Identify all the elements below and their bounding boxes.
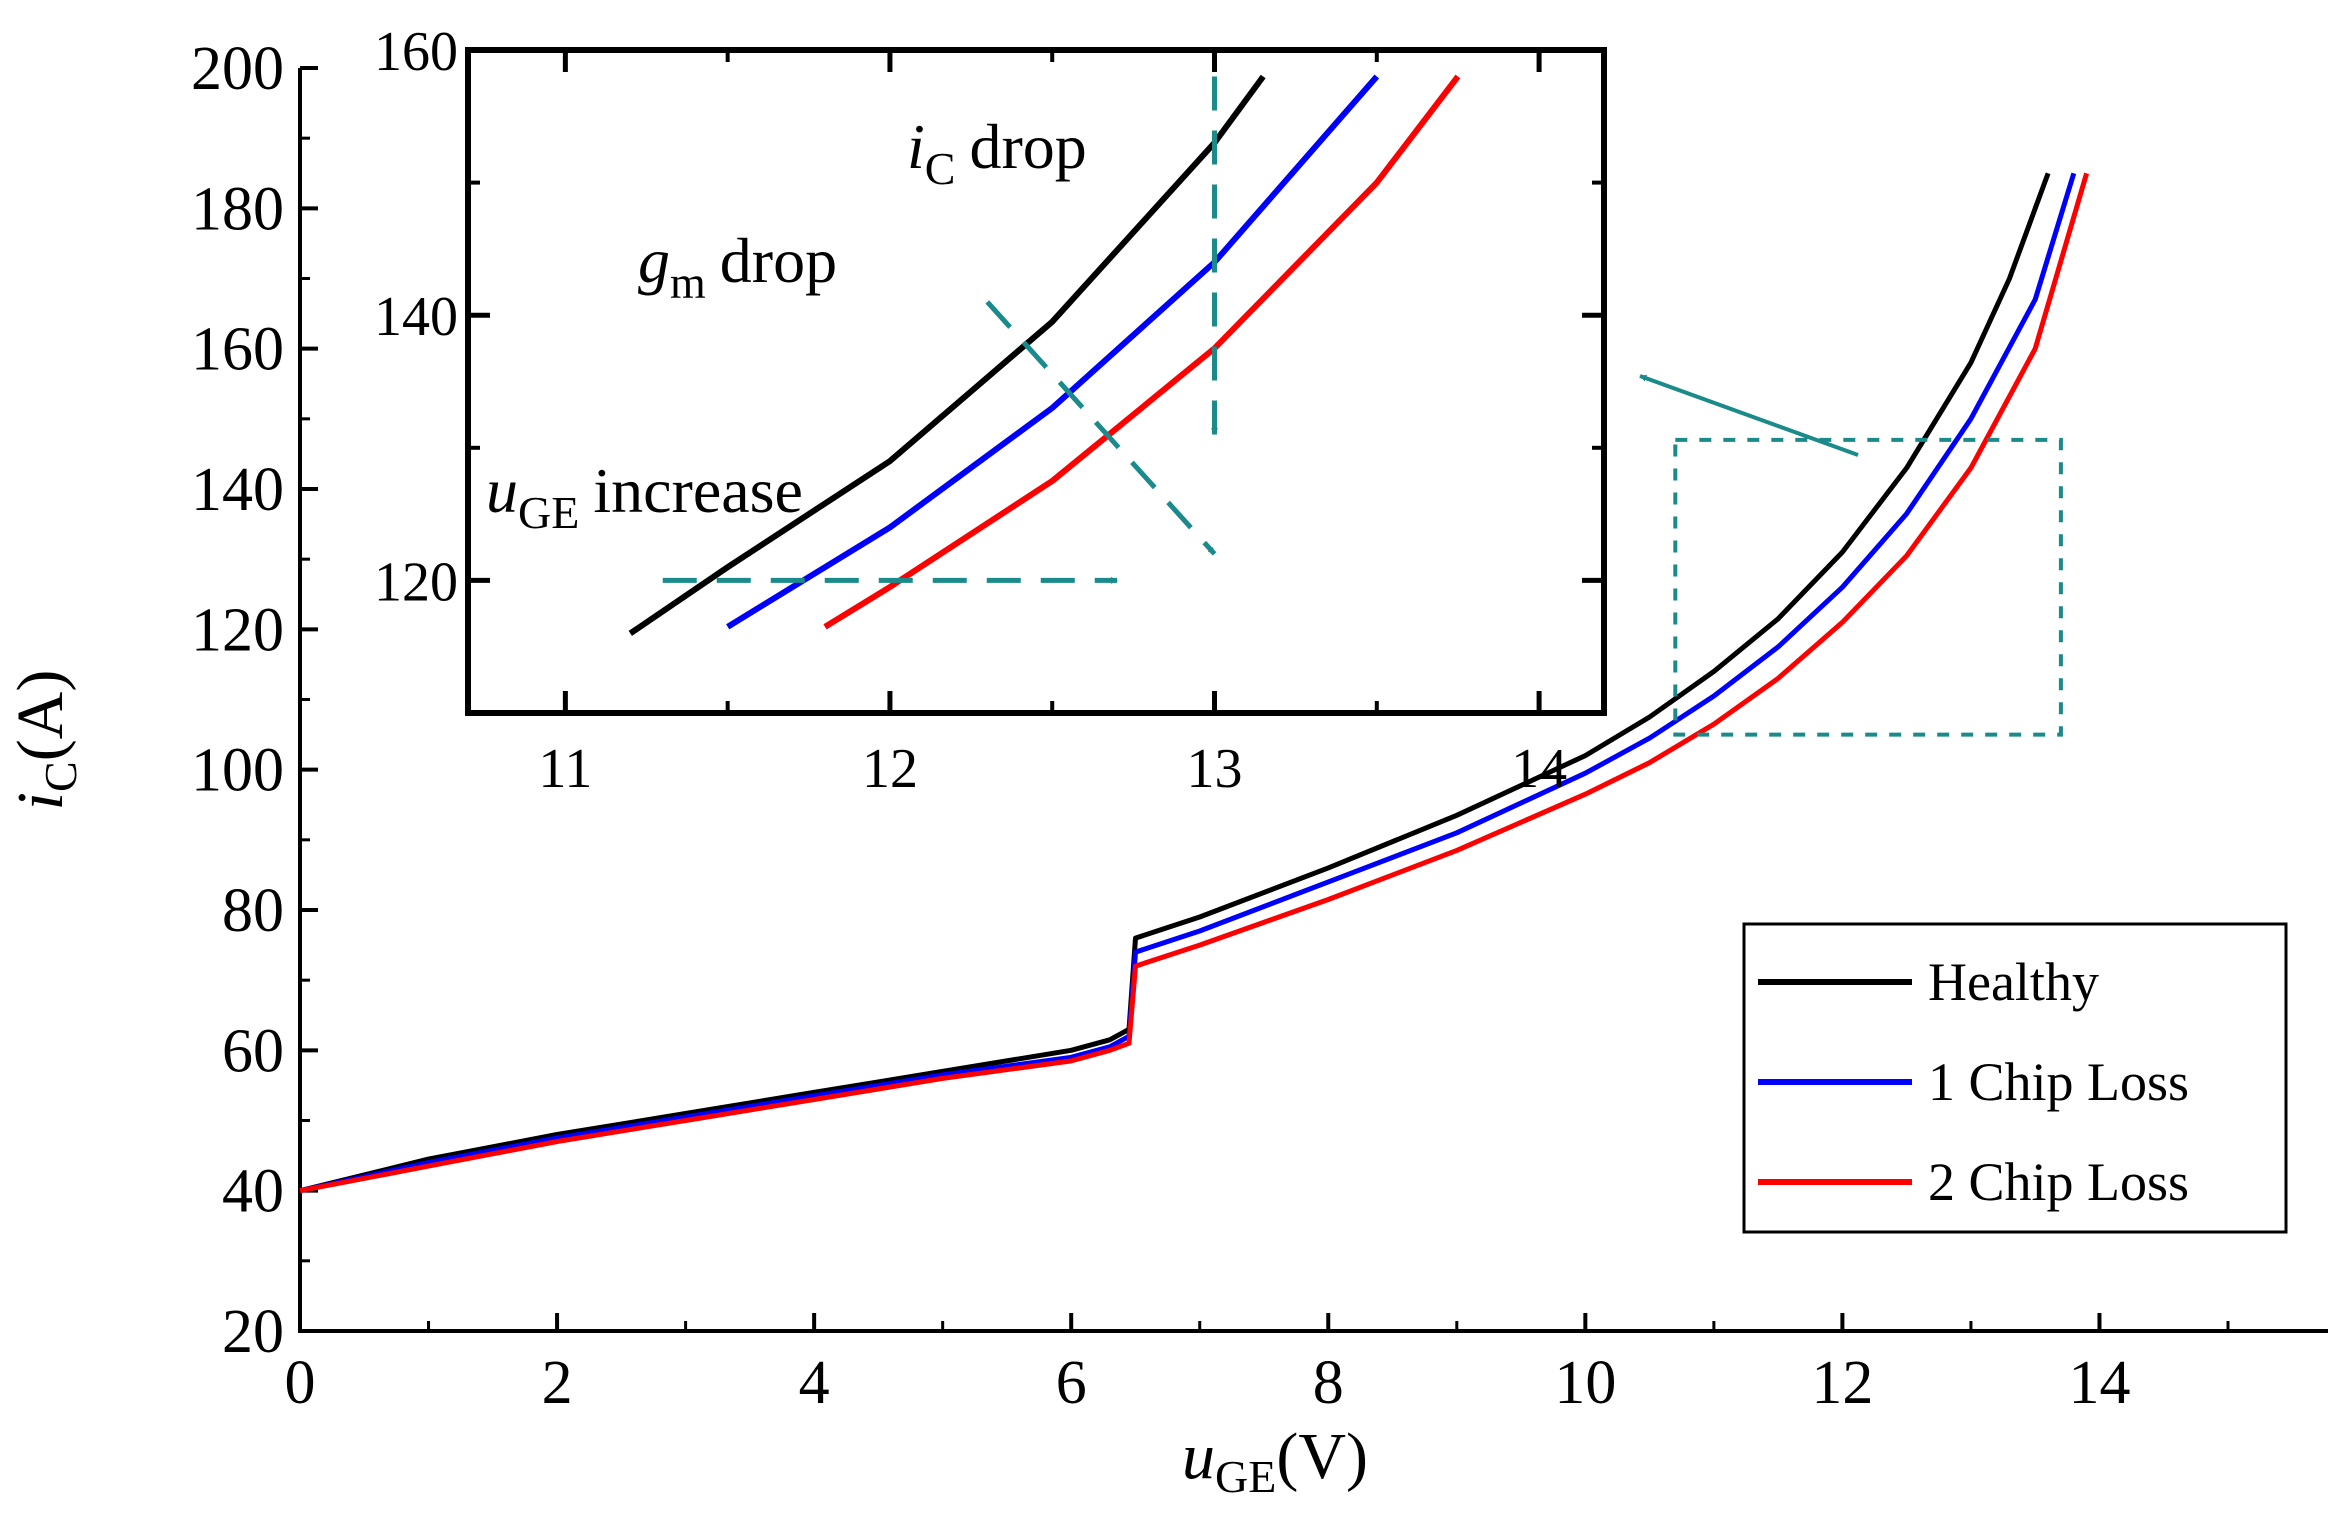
main-series-line-1-chip-loss	[299, 172, 2077, 1194]
main-y-tick-label-20: 20	[222, 1298, 284, 1366]
main-x-tick-label-6: 6	[1056, 1349, 1087, 1417]
main-x-tick-label-12: 12	[1811, 1349, 1873, 1417]
main-y-tick-label-120: 120	[191, 596, 284, 664]
inset-x-tick-label-12: 12	[862, 738, 918, 800]
main-x-tick-label-10: 10	[1554, 1349, 1616, 1417]
main-x-tick-label-2: 2	[542, 1349, 573, 1417]
main-y-ticks: 20 40 60 80 100 120 140 160 180 200	[191, 35, 318, 1366]
inset-arrows-group	[662, 76, 1219, 584]
inset-x-tick-label-13: 13	[1187, 738, 1243, 800]
inset-frame	[465, 47, 1607, 716]
inset-series-group	[628, 74, 1461, 636]
inset-y-ticks: 120 140 160	[374, 21, 1604, 613]
main-y-axis-title: iC(A)	[4, 670, 86, 811]
main-x-tick-label-4: 4	[799, 1349, 830, 1417]
main-x-axis-title: uGE(V)	[1182, 1420, 1368, 1502]
main-y-tick-label-200: 200	[191, 35, 284, 103]
inset-x-tick-label-11: 11	[538, 738, 592, 800]
inset-x-tick-label-14: 14	[1511, 738, 1567, 800]
main-x-ticks: 0 2 4 6 8 10 12 14	[285, 1313, 2230, 1417]
main-y-tick-label-100: 100	[191, 737, 284, 805]
inset-series-line-healthy	[628, 74, 1266, 636]
legend: Healthy 1 Chip Loss 2 Chip Loss	[1742, 922, 2288, 1234]
inset-series-line-1-chip-loss	[726, 74, 1380, 630]
annotation-gm-drop: gm drop	[638, 225, 837, 308]
zoom-pointer-arrow	[1639, 374, 1859, 457]
main-series-line-2-chip-loss	[299, 172, 2089, 1194]
annotation-uge-increase: uGE increase	[486, 455, 803, 538]
main-series-line-healthy	[299, 172, 2051, 1194]
main-x-tick-label-8: 8	[1313, 1349, 1344, 1417]
main-series-group	[299, 172, 2089, 1194]
inset-y-tick-label-160: 160	[374, 21, 458, 83]
inset-series-line-2-chip-loss	[823, 74, 1461, 630]
main-y-tick-label-40: 40	[222, 1158, 284, 1226]
inset-background	[468, 50, 1604, 713]
main-x-tick-label-14: 14	[2068, 1349, 2130, 1417]
main-y-tick-label-60: 60	[222, 1017, 284, 1085]
legend-label-2-chip-loss: 2 Chip Loss	[1928, 1152, 2189, 1212]
inset-y-tick-label-120: 120	[374, 551, 458, 613]
main-y-tick-label-80: 80	[222, 877, 284, 945]
inset-y-tick-label-140: 140	[374, 286, 458, 348]
main-x-tick-label-0: 0	[285, 1349, 316, 1417]
inset-x-ticks: 11 12 13 14	[538, 50, 1567, 800]
annotation-ic-drop: iC drop	[907, 111, 1087, 194]
legend-label-1-chip-loss: 1 Chip Loss	[1928, 1052, 2189, 1112]
arrow-gm-drop	[985, 300, 1217, 556]
zoom-region-box	[1673, 437, 2063, 737]
legend-label-healthy: Healthy	[1928, 952, 2099, 1012]
main-y-tick-label-160: 160	[191, 316, 284, 384]
main-y-tick-label-140: 140	[191, 456, 284, 524]
main-y-tick-label-180: 180	[191, 175, 284, 243]
